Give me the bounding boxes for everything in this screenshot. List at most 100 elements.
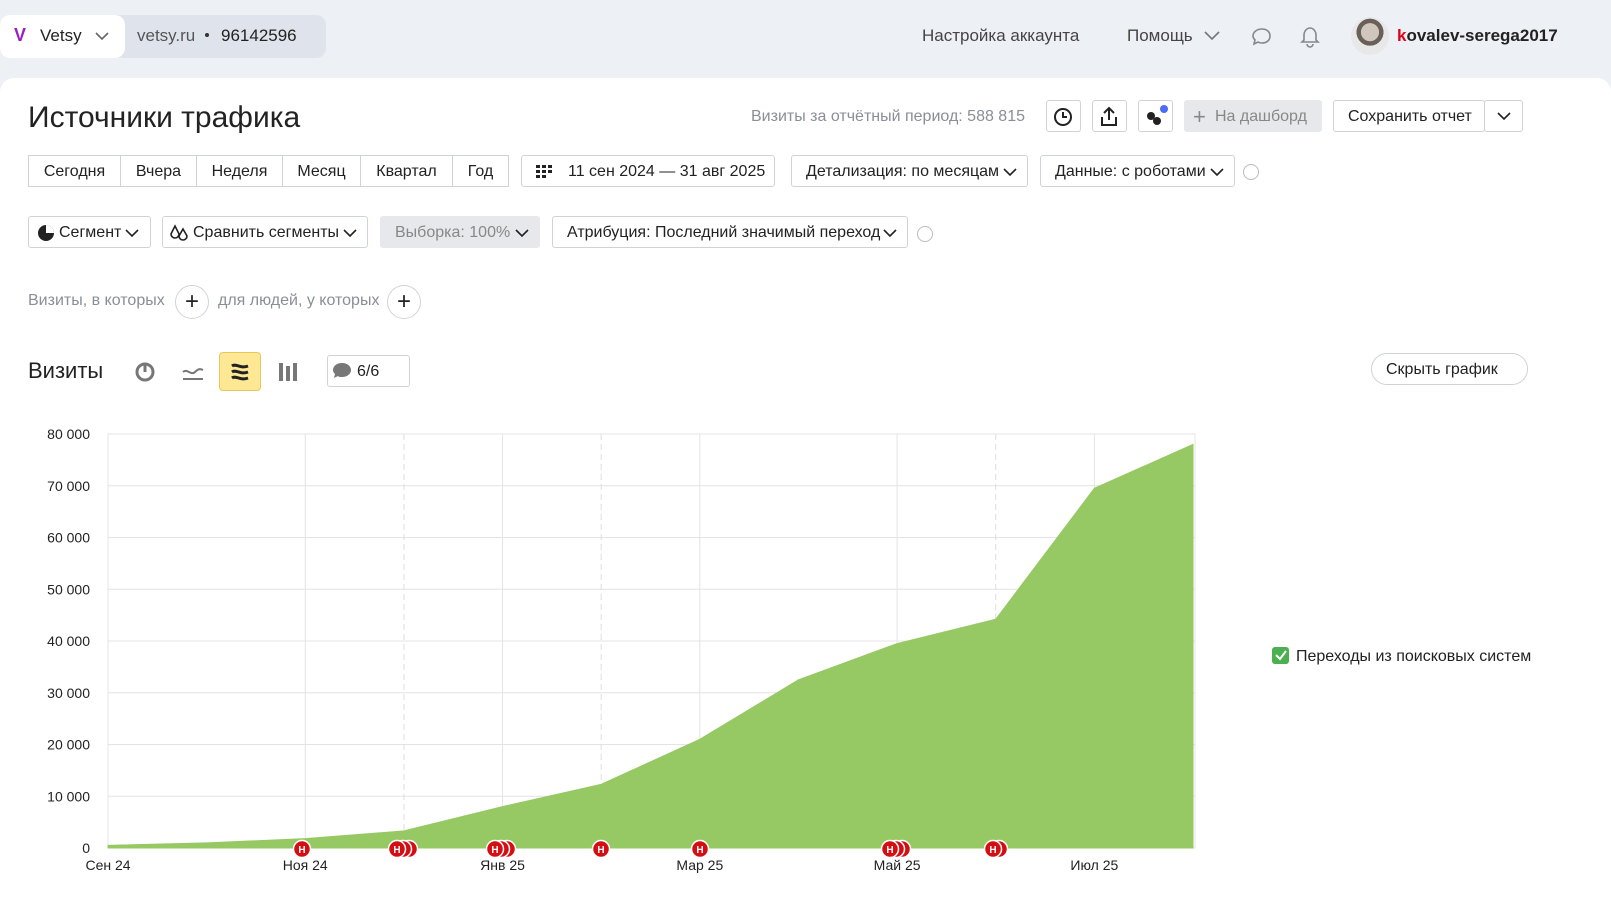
annotation-marker[interactable]: Н — [292, 839, 312, 859]
add-filter[interactable]: + — [175, 285, 209, 319]
annotation-marker[interactable]: Н — [983, 839, 1009, 859]
assistant-icon — [1147, 105, 1168, 125]
chevron — [515, 229, 529, 238]
chevron — [95, 32, 109, 41]
filter-visits: Визиты, в которых — [28, 292, 165, 309]
filter-people: для людей, у которых — [218, 292, 380, 309]
annotation-pin — [880, 839, 900, 859]
counter: 96142596 — [221, 26, 297, 45]
y-tick-label: 80 000 — [47, 426, 90, 442]
annotation-pin — [690, 839, 710, 859]
avatar[interactable] — [1351, 17, 1389, 55]
y-tick-label: 0 — [82, 840, 90, 856]
x-tick-label: Ноя 24 — [283, 857, 328, 873]
annotation-pin — [983, 839, 1003, 859]
chart: 0 10 000 20 000 30 000 40 000 50 000 60 000 70 … — [47, 426, 1531, 873]
area-icon — [231, 363, 249, 381]
annotation-marker[interactable]: Н — [880, 839, 912, 859]
annotation-pin — [485, 839, 505, 859]
period-button[interactable]: Вчера — [120, 155, 197, 187]
attribution-select[interactable]: Атрибуция: Последний значимый переход — [552, 216, 908, 248]
segment-button[interactable]: Сегмент — [28, 216, 151, 248]
annotation-label: Н — [597, 845, 604, 856]
annotation-label: Н — [393, 845, 400, 856]
chart-title: Визиты — [28, 358, 104, 383]
help-icon[interactable] — [1243, 164, 1259, 180]
app-name: Vetsy — [40, 26, 82, 45]
annotation-marker[interactable]: Н — [485, 839, 517, 859]
annotation-pin — [591, 839, 611, 859]
y-tick-label: 10 000 — [47, 788, 90, 804]
add-filter[interactable]: + — [387, 285, 421, 319]
help-icon[interactable] — [917, 226, 933, 242]
chevron — [1003, 168, 1017, 177]
chat-icon[interactable] — [1250, 25, 1274, 49]
area — [107, 443, 1194, 849]
bell-icon[interactable] — [1299, 25, 1321, 49]
clock-icon — [1054, 108, 1072, 126]
sample-select[interactable]: Выборка: 100% — [380, 216, 540, 248]
annotation-marker[interactable]: Н — [387, 839, 419, 859]
annotation-pin — [387, 839, 407, 859]
export-button[interactable] — [1092, 100, 1127, 132]
y-tick-label: 70 000 — [47, 478, 90, 494]
y-tick-label: 60 000 — [47, 530, 90, 546]
chevron — [125, 229, 139, 238]
chevron — [1210, 168, 1224, 177]
x-tick-label: Янв 25 — [480, 857, 525, 873]
y-tick-label: 40 000 — [47, 633, 90, 649]
x-tick-label: Июл 25 — [1070, 857, 1118, 873]
help[interactable]: Помощь — [1127, 26, 1193, 45]
history-button[interactable] — [1046, 100, 1081, 132]
hide-chart-button[interactable]: Скрыть график — [1371, 353, 1528, 385]
annotation-label: Н — [696, 845, 703, 856]
comment-icon — [333, 363, 351, 378]
dot — [205, 33, 209, 37]
drops-icon — [170, 224, 188, 241]
annotation-marker[interactable]: Н — [690, 839, 710, 859]
compare-button[interactable]: Сравнить сегменты — [162, 216, 368, 248]
pie-chart-toggle[interactable] — [134, 361, 156, 383]
detail-select[interactable]: Детализация: по месяцам — [791, 155, 1028, 187]
save-report-button[interactable]: Сохранить отчет — [1333, 100, 1485, 132]
legend-checkbox[interactable] — [1272, 647, 1289, 664]
y-tick-label: 30 000 — [47, 685, 90, 701]
account-settings[interactable]: Настройка аккаунта — [922, 26, 1080, 45]
period-button[interactable]: Квартал — [360, 155, 453, 187]
period-button[interactable]: Сегодня — [28, 155, 121, 187]
annotation-label: Н — [491, 845, 498, 856]
user-name[interactable]: kovalev-serega2017 — [1397, 26, 1558, 45]
y-tick-label: 20 000 — [47, 737, 90, 753]
robots-select[interactable]: Данные: с роботами — [1040, 155, 1235, 187]
chevron — [343, 229, 357, 238]
pie-icon — [38, 225, 54, 241]
period-button[interactable]: Неделя — [196, 155, 283, 187]
dashboard-button[interactable]: На дашборд — [1184, 100, 1322, 132]
calendar-icon — [536, 165, 552, 178]
assistant-button[interactable] — [1138, 100, 1173, 132]
date-range[interactable]: 11 сен 2024 — 31 авг 2025 — [521, 155, 775, 187]
area-chart-toggle[interactable] — [219, 352, 261, 391]
period-button[interactable]: Месяц — [282, 155, 361, 187]
legend-check — [1275, 650, 1287, 661]
annotation-pin — [292, 839, 312, 859]
annotation-label: Н — [989, 845, 996, 856]
chevron — [1497, 112, 1511, 121]
period-button[interactable]: Год — [452, 155, 509, 187]
bar-chart-toggle[interactable] — [277, 361, 299, 383]
annotations-button[interactable]: 6/6 — [327, 355, 410, 387]
x-tick-label: Мар 25 — [676, 857, 723, 873]
visits-period: Визиты за отчётный период: 588 815 — [751, 108, 1025, 125]
line-chart-toggle[interactable] — [182, 362, 204, 382]
share-icon — [1101, 106, 1117, 126]
annotation-marker[interactable]: Н — [591, 839, 611, 859]
site: vetsy.ru — [137, 26, 196, 45]
x-tick-label: Сен 24 — [85, 857, 130, 873]
save-menu-button[interactable] — [1484, 100, 1523, 132]
legend-label: Переходы из поисковых систем — [1296, 648, 1531, 665]
chevron — [883, 229, 897, 238]
logo: V — [14, 25, 27, 45]
dashboard-label: На дашборд — [1215, 108, 1307, 125]
x-tick-label: Май 25 — [874, 857, 921, 873]
